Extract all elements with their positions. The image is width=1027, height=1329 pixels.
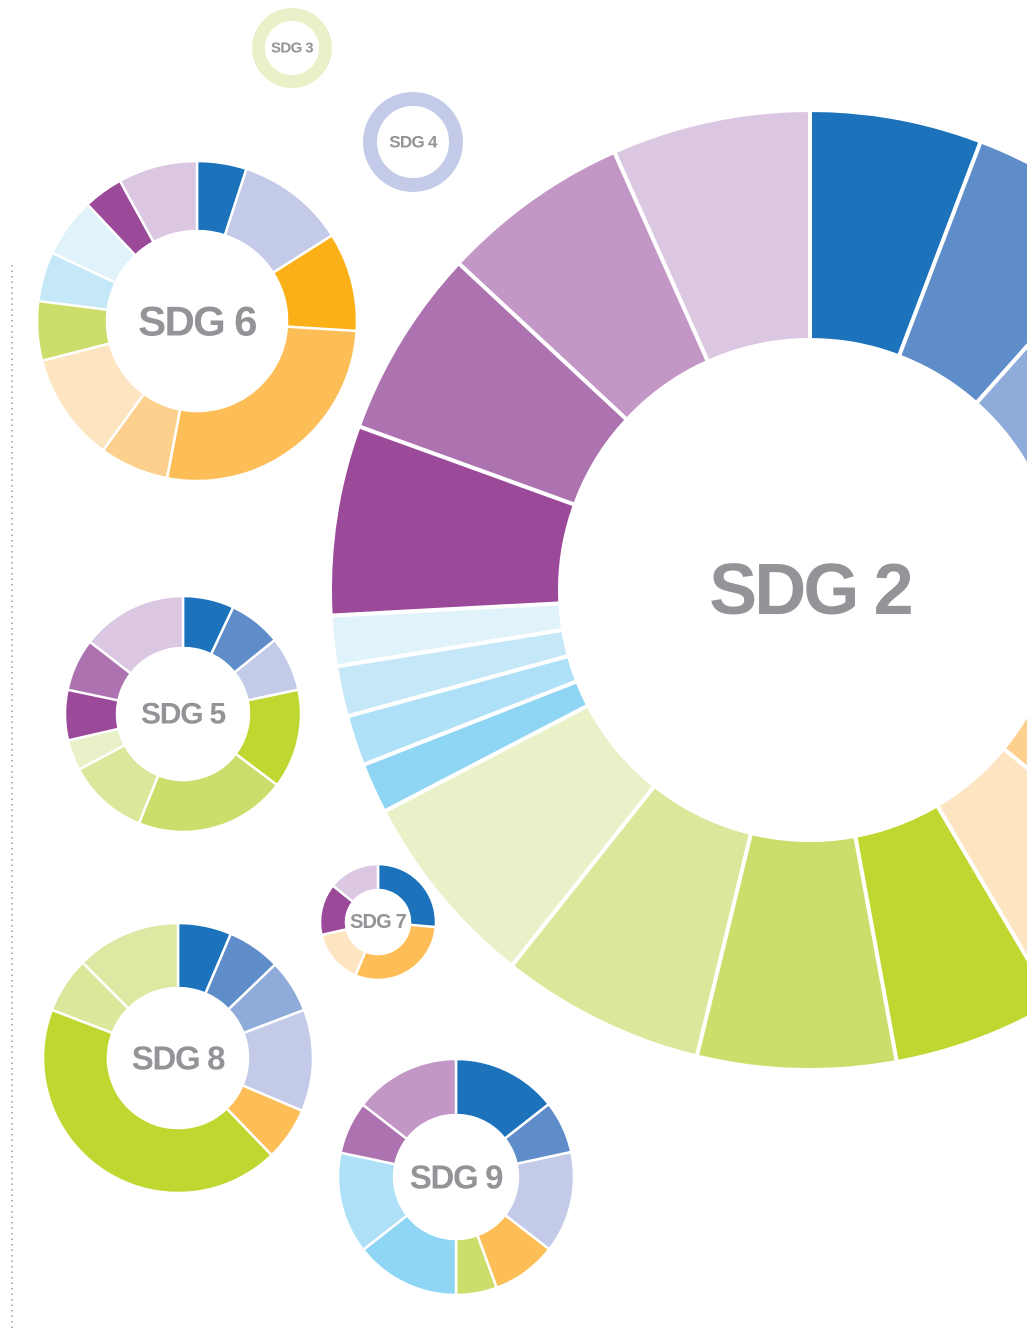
donut-segment bbox=[165, 325, 359, 483]
donut-segment bbox=[88, 594, 185, 676]
donut-segment bbox=[1000, 709, 1027, 771]
donut-title: SDG 5 bbox=[141, 698, 226, 731]
donut-segment bbox=[319, 927, 368, 978]
donut-ring bbox=[252, 8, 332, 88]
donut-title: SDG 6 bbox=[138, 298, 256, 345]
donut-ring bbox=[363, 92, 463, 192]
donut-title: SDG 4 bbox=[389, 133, 438, 152]
donut-segment bbox=[331, 862, 380, 904]
donut-title: SDG 8 bbox=[132, 1040, 225, 1077]
donut-segment bbox=[934, 745, 1027, 962]
donut-title: SDG 3 bbox=[271, 40, 313, 57]
donut-segment bbox=[137, 752, 279, 834]
donut-segment bbox=[41, 1008, 274, 1195]
donut-segment bbox=[118, 159, 199, 244]
donut-segment bbox=[611, 107, 812, 365]
donut-title: SDG 9 bbox=[410, 1159, 503, 1196]
donut-title: SDG 2 bbox=[709, 550, 912, 630]
donut-segment bbox=[80, 921, 180, 1011]
donut-segment bbox=[353, 923, 438, 982]
donut-segment bbox=[973, 343, 1027, 470]
donut-title: SDG 7 bbox=[350, 911, 407, 933]
donut-segment bbox=[896, 138, 1027, 407]
donut-segment bbox=[361, 1057, 458, 1141]
